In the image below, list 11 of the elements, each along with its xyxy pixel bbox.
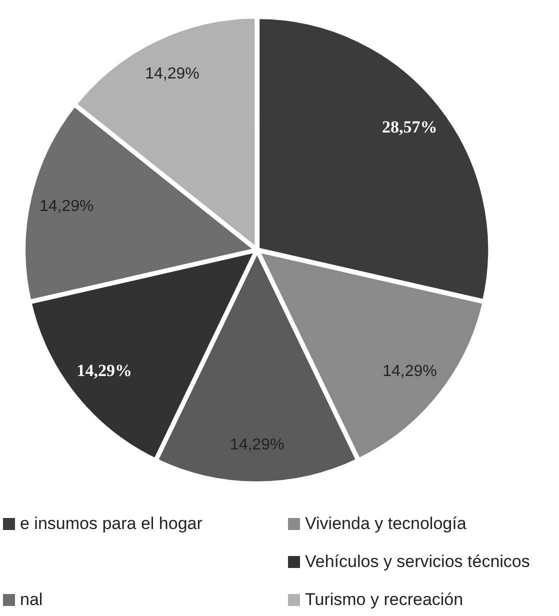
legend-label: Turismo y recreación — [305, 590, 464, 610]
data-label: 14,29% — [382, 363, 437, 380]
data-label: 14,29% — [39, 198, 94, 215]
data-label: 14,29% — [230, 436, 284, 454]
legend-label: Vivienda y tecnología — [305, 514, 466, 534]
legend-label: nal — [20, 590, 43, 610]
data-label: 14,29% — [145, 65, 200, 82]
legend-label: Vehículos y servicios técnicos — [305, 552, 530, 572]
data-label: 14,29% — [76, 361, 132, 380]
legend-label: e insumos para el hogar — [20, 514, 202, 534]
data-label: 28,57% — [382, 118, 438, 137]
